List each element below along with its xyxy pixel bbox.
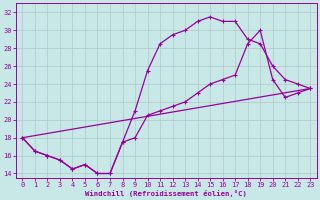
X-axis label: Windchill (Refroidissement éolien,°C): Windchill (Refroidissement éolien,°C) <box>85 190 247 197</box>
